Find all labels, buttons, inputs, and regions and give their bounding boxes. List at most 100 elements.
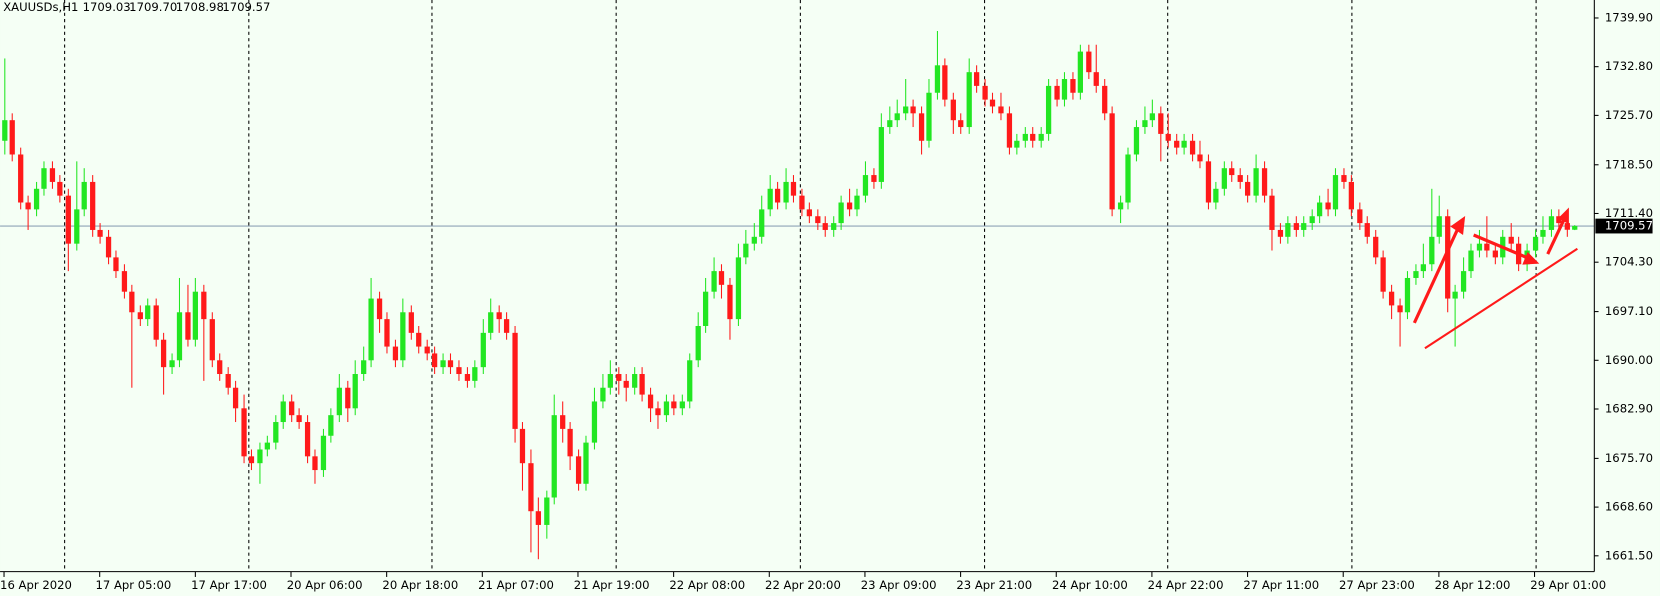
y-tick-label: 1697.10 [1605, 304, 1653, 318]
candle-body [1261, 168, 1268, 196]
candle-body [1556, 216, 1562, 224]
candle-body [345, 387, 351, 409]
candle-body [1244, 181, 1251, 196]
candle-body [655, 408, 661, 416]
candle-body [1484, 243, 1490, 251]
candle-body [440, 360, 446, 368]
candle-body [1532, 236, 1539, 251]
candle-body [583, 442, 589, 484]
candle-body [1373, 236, 1379, 258]
candle-body [926, 92, 932, 141]
price-tag [1595, 218, 1653, 234]
candle-body [1564, 223, 1570, 230]
candle-body [958, 120, 964, 128]
candle-body [296, 415, 302, 423]
candle-body [18, 154, 24, 203]
candle-body [113, 257, 119, 272]
candle-body [361, 360, 367, 375]
candle-body [201, 291, 207, 320]
candle-body [799, 195, 805, 210]
period-separators [64, 0, 1537, 572]
candle-body [551, 415, 557, 498]
candle-body [871, 175, 877, 182]
candle-body [512, 332, 518, 429]
y-tick-label: 1704.30 [1605, 255, 1653, 269]
y-tick-label: 1690.00 [1605, 353, 1653, 367]
candle-body [591, 401, 598, 443]
candle-body [1404, 277, 1411, 313]
candle-body [185, 312, 191, 340]
candle-body [57, 181, 63, 196]
candle-body [815, 216, 821, 224]
candle-body [887, 120, 893, 128]
candle-body [257, 449, 263, 464]
candle-body [783, 181, 789, 203]
y-tick-label: 1661.50 [1605, 548, 1653, 562]
candle-body [632, 374, 638, 388]
x-tick-label: 17 Apr 05:00 [95, 578, 171, 592]
candle-body [903, 106, 909, 114]
candle-body [488, 312, 494, 333]
candle-body [1174, 140, 1180, 148]
x-tick-label: 16 Apr 2020 [0, 578, 72, 592]
candle-body [1197, 154, 1203, 162]
y-tick-label: 1739.90 [1605, 10, 1653, 24]
candle-body [1364, 223, 1370, 237]
candle-body [192, 291, 198, 340]
symbol: XAUUSDs,H1 [3, 0, 78, 14]
candle-body [878, 127, 884, 182]
candle-body [145, 305, 151, 320]
candle-body [806, 209, 812, 217]
candle-body [727, 284, 733, 320]
candle-body [989, 99, 996, 107]
header: XAUUSDs,H1 1709.03 1709.70 1708.98 1709.… [3, 0, 270, 14]
candle-body [209, 319, 215, 361]
y-tick-label: 1725.70 [1605, 108, 1653, 122]
candle-body [9, 120, 15, 155]
candle-body [1572, 226, 1578, 230]
y-tick-label: 1668.60 [1605, 500, 1653, 514]
candle-body [424, 346, 430, 354]
candle-body [1205, 161, 1212, 203]
candle-body [225, 374, 231, 388]
arrow-head [1522, 251, 1540, 265]
candle-body [49, 168, 56, 182]
x-tick-label: 28 Apr 12:00 [1435, 578, 1511, 592]
candle-body [950, 99, 956, 121]
candle-body [176, 312, 183, 361]
candle-body [1301, 223, 1307, 230]
x-tick-label: 21 Apr 19:00 [574, 578, 650, 592]
candle-body [280, 401, 286, 423]
candle-body [607, 374, 613, 388]
candle-body [519, 428, 526, 464]
candle-body [790, 181, 797, 196]
candle-body [217, 360, 223, 375]
candle-body [998, 106, 1004, 114]
candle-body [973, 72, 980, 86]
candle-body [496, 312, 502, 320]
candle-body [248, 456, 255, 464]
candle-body [160, 339, 167, 368]
candle-body [671, 401, 677, 409]
candle-body [846, 202, 853, 210]
candle-body [304, 422, 311, 457]
arrow-head [1450, 215, 1466, 236]
candle-body [74, 209, 80, 244]
candle-body [1293, 223, 1299, 230]
candle-body [1125, 154, 1131, 203]
candle-body [241, 408, 247, 457]
candle-body [336, 387, 342, 416]
candle-body [1397, 305, 1403, 313]
candle-body [1548, 216, 1555, 230]
candle-body [663, 401, 670, 416]
candle-body [1388, 291, 1395, 306]
candle-body [1006, 113, 1013, 148]
price-tag-label: 1709.57 [1605, 219, 1653, 233]
candle-body [169, 360, 175, 368]
candle-body [480, 332, 486, 368]
candle-body [384, 319, 390, 347]
header-high: 1709.70 [129, 0, 177, 14]
candle-body [639, 374, 645, 395]
